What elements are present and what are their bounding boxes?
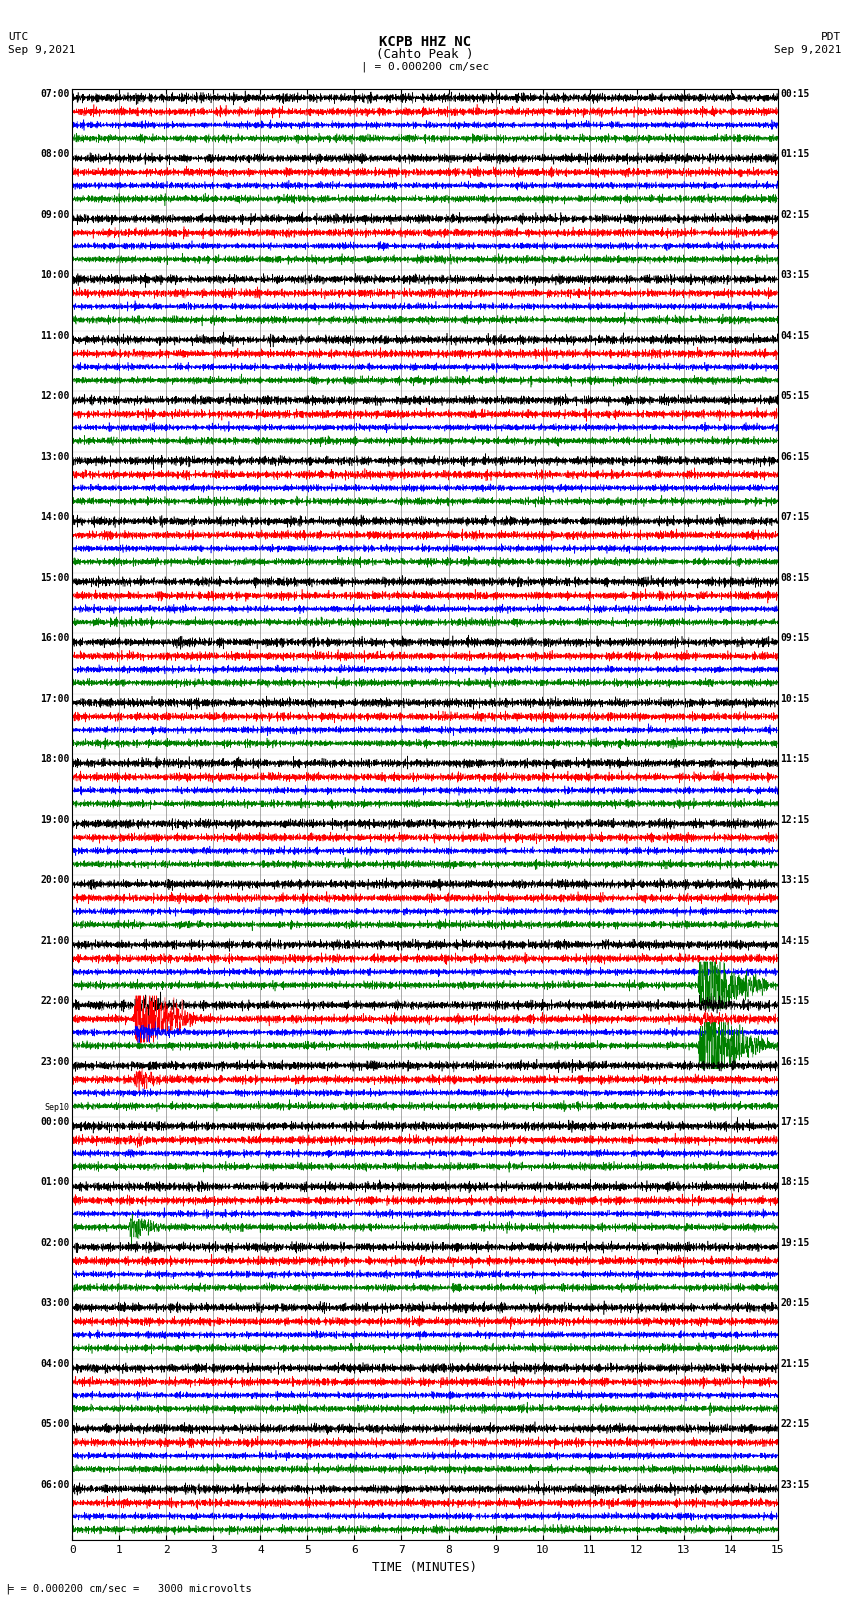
Text: 22:00: 22:00 <box>40 997 70 1007</box>
Text: 08:00: 08:00 <box>40 150 70 160</box>
Text: 19:00: 19:00 <box>40 815 70 824</box>
Text: 11:00: 11:00 <box>40 331 70 340</box>
Text: 23:15: 23:15 <box>780 1481 810 1490</box>
X-axis label: TIME (MINUTES): TIME (MINUTES) <box>372 1561 478 1574</box>
Text: 21:00: 21:00 <box>40 936 70 945</box>
Text: 14:00: 14:00 <box>40 513 70 523</box>
Text: 07:00: 07:00 <box>40 89 70 98</box>
Text: 18:15: 18:15 <box>780 1177 810 1187</box>
Text: 10:00: 10:00 <box>40 271 70 281</box>
Text: 00:15: 00:15 <box>780 89 810 98</box>
Text: 21:15: 21:15 <box>780 1358 810 1369</box>
Text: 13:00: 13:00 <box>40 452 70 461</box>
Text: 07:15: 07:15 <box>780 513 810 523</box>
Text: 01:00: 01:00 <box>40 1177 70 1187</box>
Text: KCPB HHZ NC: KCPB HHZ NC <box>379 35 471 50</box>
Text: 14:15: 14:15 <box>780 936 810 945</box>
Text: 06:00: 06:00 <box>40 1481 70 1490</box>
Text: 16:00: 16:00 <box>40 632 70 644</box>
Text: 06:15: 06:15 <box>780 452 810 461</box>
Text: 04:00: 04:00 <box>40 1358 70 1369</box>
Text: 08:15: 08:15 <box>780 573 810 582</box>
Text: 15:15: 15:15 <box>780 997 810 1007</box>
Text: 11:15: 11:15 <box>780 753 810 765</box>
Text: 20:15: 20:15 <box>780 1298 810 1308</box>
Text: 23:00: 23:00 <box>40 1057 70 1066</box>
Text: 16:15: 16:15 <box>780 1057 810 1066</box>
Text: 01:15: 01:15 <box>780 150 810 160</box>
Text: 19:15: 19:15 <box>780 1239 810 1248</box>
Text: 17:00: 17:00 <box>40 694 70 703</box>
Text: 15:00: 15:00 <box>40 573 70 582</box>
Text: 02:00: 02:00 <box>40 1239 70 1248</box>
Text: 12:15: 12:15 <box>780 815 810 824</box>
Text: 18:00: 18:00 <box>40 753 70 765</box>
Text: 03:00: 03:00 <box>40 1298 70 1308</box>
Text: Sep10: Sep10 <box>45 1103 70 1113</box>
Text: 09:15: 09:15 <box>780 632 810 644</box>
Text: 05:00: 05:00 <box>40 1419 70 1429</box>
Text: 02:15: 02:15 <box>780 210 810 219</box>
Text: 03:15: 03:15 <box>780 271 810 281</box>
Text: Sep 9,2021: Sep 9,2021 <box>8 45 76 55</box>
Text: PDT: PDT <box>821 32 842 42</box>
Text: 05:15: 05:15 <box>780 392 810 402</box>
Text: 10:15: 10:15 <box>780 694 810 703</box>
Text: Sep 9,2021: Sep 9,2021 <box>774 45 842 55</box>
Text: 17:15: 17:15 <box>780 1118 810 1127</box>
Text: 22:15: 22:15 <box>780 1419 810 1429</box>
Text: (Cahto Peak ): (Cahto Peak ) <box>377 48 473 61</box>
Text: | = 0.000200 cm/sec: | = 0.000200 cm/sec <box>361 61 489 73</box>
Text: 00:00: 00:00 <box>40 1118 70 1127</box>
Text: |: | <box>4 1582 11 1594</box>
Text: UTC: UTC <box>8 32 29 42</box>
Text: 12:00: 12:00 <box>40 392 70 402</box>
Text: 20:00: 20:00 <box>40 874 70 886</box>
Text: 13:15: 13:15 <box>780 874 810 886</box>
Text: = = 0.000200 cm/sec =   3000 microvolts: = = 0.000200 cm/sec = 3000 microvolts <box>8 1584 252 1594</box>
Text: 04:15: 04:15 <box>780 331 810 340</box>
Text: 09:00: 09:00 <box>40 210 70 219</box>
